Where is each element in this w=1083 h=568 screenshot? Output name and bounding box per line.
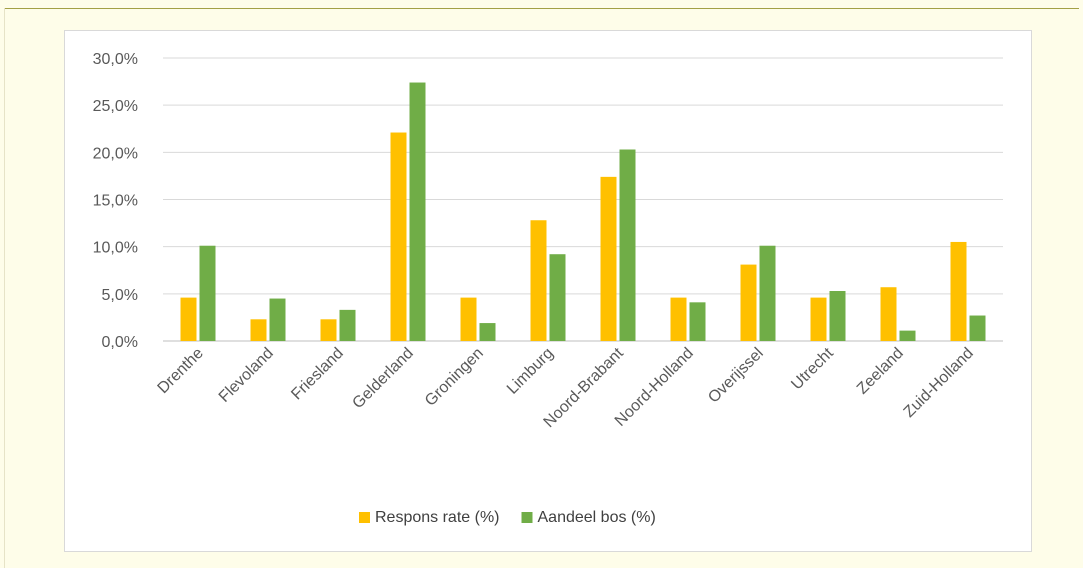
bar-respons-rate (950, 241, 967, 341)
left-border-line (4, 8, 5, 568)
bar-aandeel-bos (269, 298, 286, 341)
bar-respons-rate (250, 319, 267, 341)
y-tick-label: 15,0% (93, 193, 138, 210)
x-tick-label: Flevoland (216, 345, 277, 406)
bar-aandeel-bos (759, 245, 776, 341)
bar-respons-rate (740, 264, 757, 341)
bar-respons-rate (810, 297, 827, 341)
legend-swatch (521, 512, 533, 523)
x-tick-label: Overijssel (705, 345, 767, 407)
bar-respons-rate (320, 319, 337, 341)
bar-respons-rate (180, 297, 197, 341)
bar-aandeel-bos (689, 302, 706, 341)
bars (180, 82, 986, 341)
x-tick-label: Limburg (504, 345, 557, 398)
y-tick-label: 30,0% (93, 51, 138, 68)
x-axis-ticks: Drenthe Flevoland Friesland Gelderland Groni… (155, 344, 977, 431)
bar-respons-rate (880, 287, 897, 341)
x-tick-label: Utrecht (788, 344, 837, 393)
x-tick-label: Zuid-Holland (901, 345, 977, 421)
bar-aandeel-bos (199, 245, 216, 341)
gridlines (163, 57, 1003, 342)
bar-aandeel-bos (899, 330, 916, 341)
bar-aandeel-bos (829, 291, 846, 341)
bar-respons-rate (600, 176, 617, 341)
bar-aandeel-bos (409, 82, 426, 341)
bar-respons-rate (670, 297, 687, 341)
bar-aandeel-bos (479, 323, 496, 341)
y-tick-label: 5,0% (102, 287, 138, 304)
bar-respons-rate (530, 220, 547, 341)
legend-label: Respons rate (%) (375, 509, 500, 526)
y-axis-ticks: 0,0% 5,0% 10,0% 15,0% 20,0% 25,0% 30,0% (93, 51, 138, 351)
bar-aandeel-bos (969, 315, 986, 341)
y-tick-label: 20,0% (93, 145, 138, 162)
bar-respons-rate (460, 297, 477, 341)
y-tick-label: 0,0% (102, 334, 138, 351)
chart-panel (64, 30, 1032, 552)
x-tick-label: Groningen (422, 345, 487, 410)
bar-aandeel-bos (619, 149, 636, 341)
x-tick-label: Friesland (288, 345, 347, 404)
y-tick-label: 10,0% (93, 240, 138, 257)
bar-aandeel-bos (339, 309, 356, 341)
x-tick-label: Zeeland (854, 345, 907, 398)
legend-swatch (359, 512, 370, 523)
top-border-line (4, 8, 1079, 9)
y-tick-label: 25,0% (93, 98, 138, 115)
x-tick-label: Gelderland (349, 345, 416, 412)
bar-aandeel-bos (549, 254, 566, 341)
legend: Respons rate (%) Aandeel bos (%) (359, 509, 656, 526)
legend-label: Aandeel bos (%) (538, 509, 656, 526)
bar-respons-rate (390, 132, 407, 341)
x-tick-label: Drenthe (155, 345, 207, 397)
